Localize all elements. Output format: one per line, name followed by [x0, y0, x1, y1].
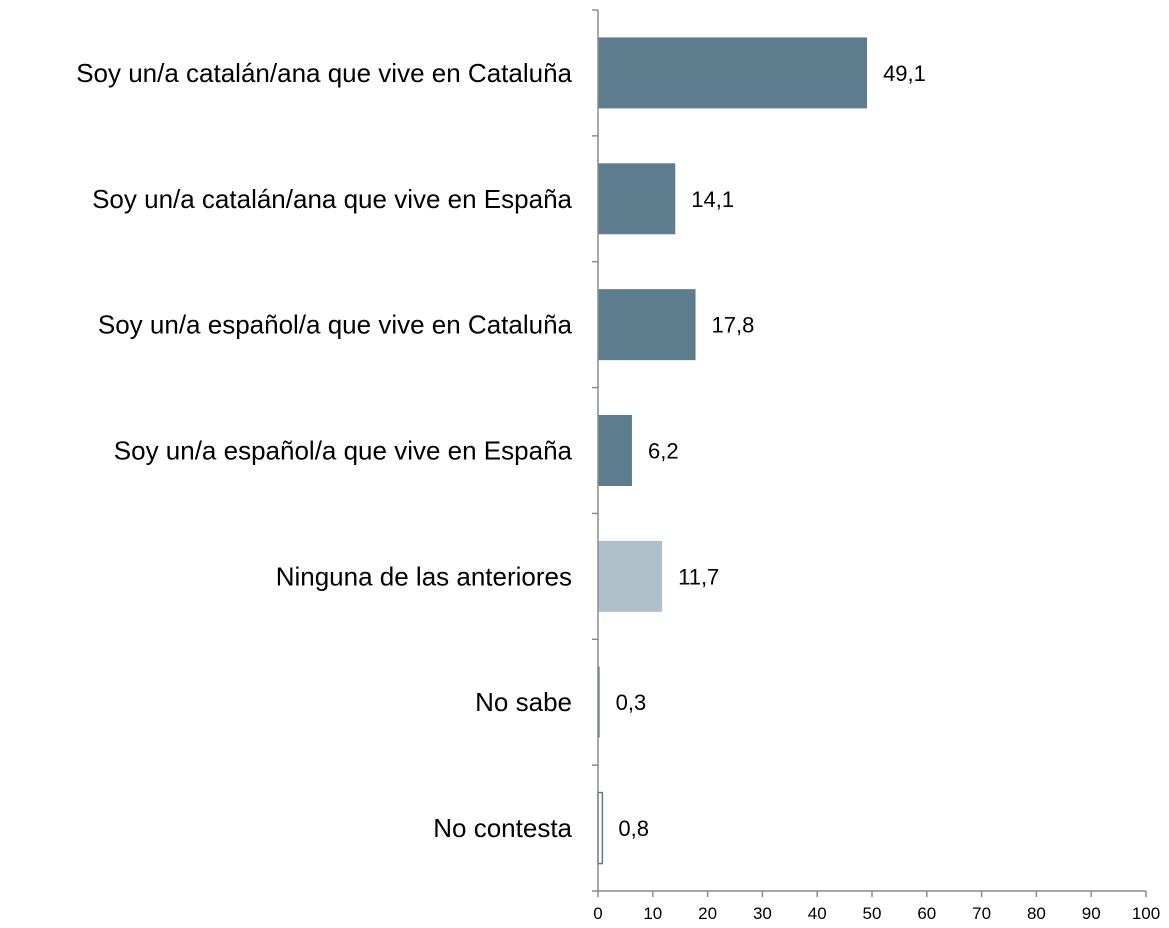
x-tick-label: 70: [972, 904, 991, 923]
category-label: No contesta: [433, 813, 572, 843]
value-label: 6,2: [648, 439, 679, 464]
value-label: 49,1: [883, 61, 926, 86]
bar: [598, 163, 676, 235]
category-label: Soy un/a español/a que vive en España: [114, 436, 573, 466]
category-label: No sabe: [475, 687, 572, 717]
value-label: 11,7: [678, 564, 719, 589]
value-label: 14,1: [691, 187, 734, 212]
bar: [598, 37, 868, 109]
x-tick-label: 50: [863, 904, 882, 923]
x-tick-label: 10: [643, 904, 662, 923]
bar: [598, 289, 696, 361]
x-tick-label: 0: [593, 904, 602, 923]
x-tick-label: 90: [1082, 904, 1101, 923]
category-label: Soy un/a catalán/ana que vive en España: [92, 184, 572, 214]
category-label: Soy un/a catalán/ana que vive en Cataluñ…: [76, 58, 572, 88]
x-tick-label: 30: [753, 904, 772, 923]
category-label: Soy un/a español/a que vive en Cataluña: [98, 310, 573, 340]
x-tick-label: 20: [698, 904, 717, 923]
value-label: 17,8: [712, 313, 755, 338]
bar: [598, 415, 632, 486]
x-tick-label: 60: [917, 904, 936, 923]
value-label: 0,3: [616, 690, 647, 715]
x-tick-label: 40: [808, 904, 827, 923]
x-tick-label: 80: [1027, 904, 1046, 923]
bar: [598, 666, 600, 738]
category-label: Ninguna de las anteriores: [276, 561, 572, 591]
x-tick-label: 100: [1132, 904, 1160, 923]
value-label: 0,8: [618, 816, 649, 841]
bar: [598, 540, 663, 612]
